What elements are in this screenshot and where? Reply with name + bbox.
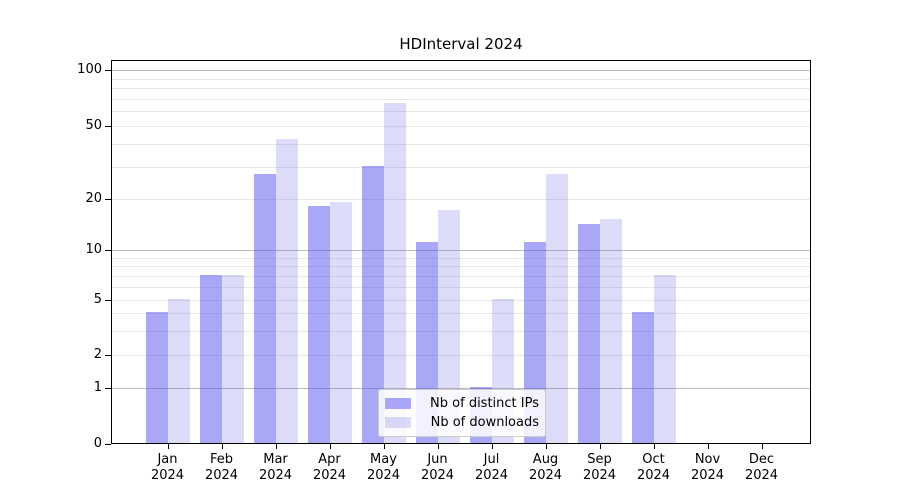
bar-nb-of-downloads-aug: [545, 174, 568, 443]
gridline-minor: [112, 275, 810, 277]
legend-label-distinct-ips: Nb of distinct IPs: [430, 395, 539, 411]
x-tick-label: Jun 2024: [420, 452, 455, 483]
gridline-minor: [112, 266, 810, 268]
bar-nb-of-distinct-ips-jan: [145, 312, 168, 443]
x-tick-mark: [599, 444, 601, 449]
x-tick-label: Oct 2024: [636, 452, 671, 483]
x-tick-label: Apr 2024: [312, 452, 347, 483]
legend-swatch-distinct-ips-icon: [385, 398, 411, 409]
y-tick-mark: [105, 355, 111, 356]
x-tick-mark: [167, 444, 169, 449]
y-tick-mark: [105, 250, 111, 251]
y-tick-mark: [105, 126, 111, 127]
bar-nb-of-distinct-ips-oct: [631, 312, 654, 443]
x-tick-label: Mar 2024: [258, 452, 293, 483]
y-tick-label: 0: [93, 436, 102, 451]
plot-area: [111, 60, 811, 444]
y-tick-mark: [105, 70, 111, 71]
x-tick-mark: [221, 444, 223, 449]
gridline-minor: [112, 88, 810, 90]
gridline-minor: [112, 111, 810, 113]
bar-nb-of-downloads-jun: [437, 209, 460, 443]
legend: Nb of distinct IPs Nb of downloads: [378, 389, 546, 437]
bar-nb-of-downloads-may: [383, 102, 406, 443]
gridline-minor: [112, 98, 810, 100]
x-tick-label: Sep 2024: [582, 452, 617, 483]
x-tick-mark: [653, 444, 655, 449]
x-tick-label: Jul 2024: [474, 452, 509, 483]
gridline-minor: [112, 143, 810, 145]
y-tick-mark: [105, 300, 111, 301]
y-tick-label: 50: [85, 118, 102, 133]
y-tick-label: 2: [93, 347, 102, 362]
x-tick-mark: [437, 444, 439, 449]
gridline-major: [112, 250, 810, 251]
chart-title: HDInterval 2024: [399, 35, 523, 53]
gridline-minor: [112, 78, 810, 80]
gridline-minor: [112, 300, 810, 301]
gridline-minor: [112, 166, 810, 168]
legend-row-distinct-ips: Nb of distinct IPs: [385, 396, 539, 412]
y-tick-label: 10: [85, 242, 102, 257]
x-tick-mark: [545, 444, 547, 449]
plot-canvas: [112, 61, 810, 443]
gridline-minor: [112, 355, 810, 356]
gridline-minor: [112, 126, 810, 127]
gridline-minor: [112, 199, 810, 200]
y-tick-label: 5: [93, 292, 102, 307]
gridline-major: [112, 388, 810, 389]
bar-nb-of-downloads-jan: [167, 299, 190, 443]
gridline-minor: [112, 286, 810, 288]
x-tick-mark: [491, 444, 493, 449]
bar-nb-of-downloads-feb: [221, 274, 244, 443]
x-tick-mark: [275, 444, 277, 449]
gridline-minor: [112, 257, 810, 259]
bar-nb-of-distinct-ips-may: [361, 165, 384, 443]
bar-nb-of-distinct-ips-sep: [577, 224, 600, 443]
bar-nb-of-downloads-mar: [275, 138, 298, 443]
x-tick-mark: [329, 444, 331, 449]
gridline-minor: [112, 313, 810, 315]
bar-nb-of-distinct-ips-apr: [307, 205, 330, 443]
x-tick-label: Nov 2024: [690, 452, 725, 483]
x-tick-mark: [383, 444, 385, 449]
x-tick-mark: [761, 444, 763, 449]
y-tick-mark: [105, 199, 111, 200]
bar-nb-of-distinct-ips-mar: [253, 174, 276, 443]
y-tick-mark: [105, 444, 111, 445]
legend-row-downloads: Nb of downloads: [385, 415, 539, 431]
bar-nb-of-downloads-apr: [329, 201, 352, 443]
bar-nb-of-downloads-oct: [653, 274, 676, 443]
gridline-major: [112, 70, 810, 71]
y-tick-label: 20: [85, 191, 102, 206]
x-tick-label: Dec 2024: [744, 452, 779, 483]
y-tick-label: 100: [77, 62, 102, 77]
x-tick-label: Jan 2024: [150, 452, 185, 483]
y-tick-label: 1: [93, 380, 102, 395]
legend-label-downloads: Nb of downloads: [430, 414, 539, 430]
bar-nb-of-downloads-sep: [599, 219, 622, 443]
x-tick-label: Feb 2024: [204, 452, 239, 483]
x-tick-mark: [707, 444, 709, 449]
legend-swatch-downloads-icon: [385, 417, 411, 428]
y-tick-mark: [105, 388, 111, 389]
x-tick-label: May 2024: [366, 452, 401, 483]
gridline-minor: [112, 330, 810, 332]
bar-nb-of-distinct-ips-feb: [199, 274, 222, 443]
x-tick-label: Aug 2024: [528, 452, 563, 483]
